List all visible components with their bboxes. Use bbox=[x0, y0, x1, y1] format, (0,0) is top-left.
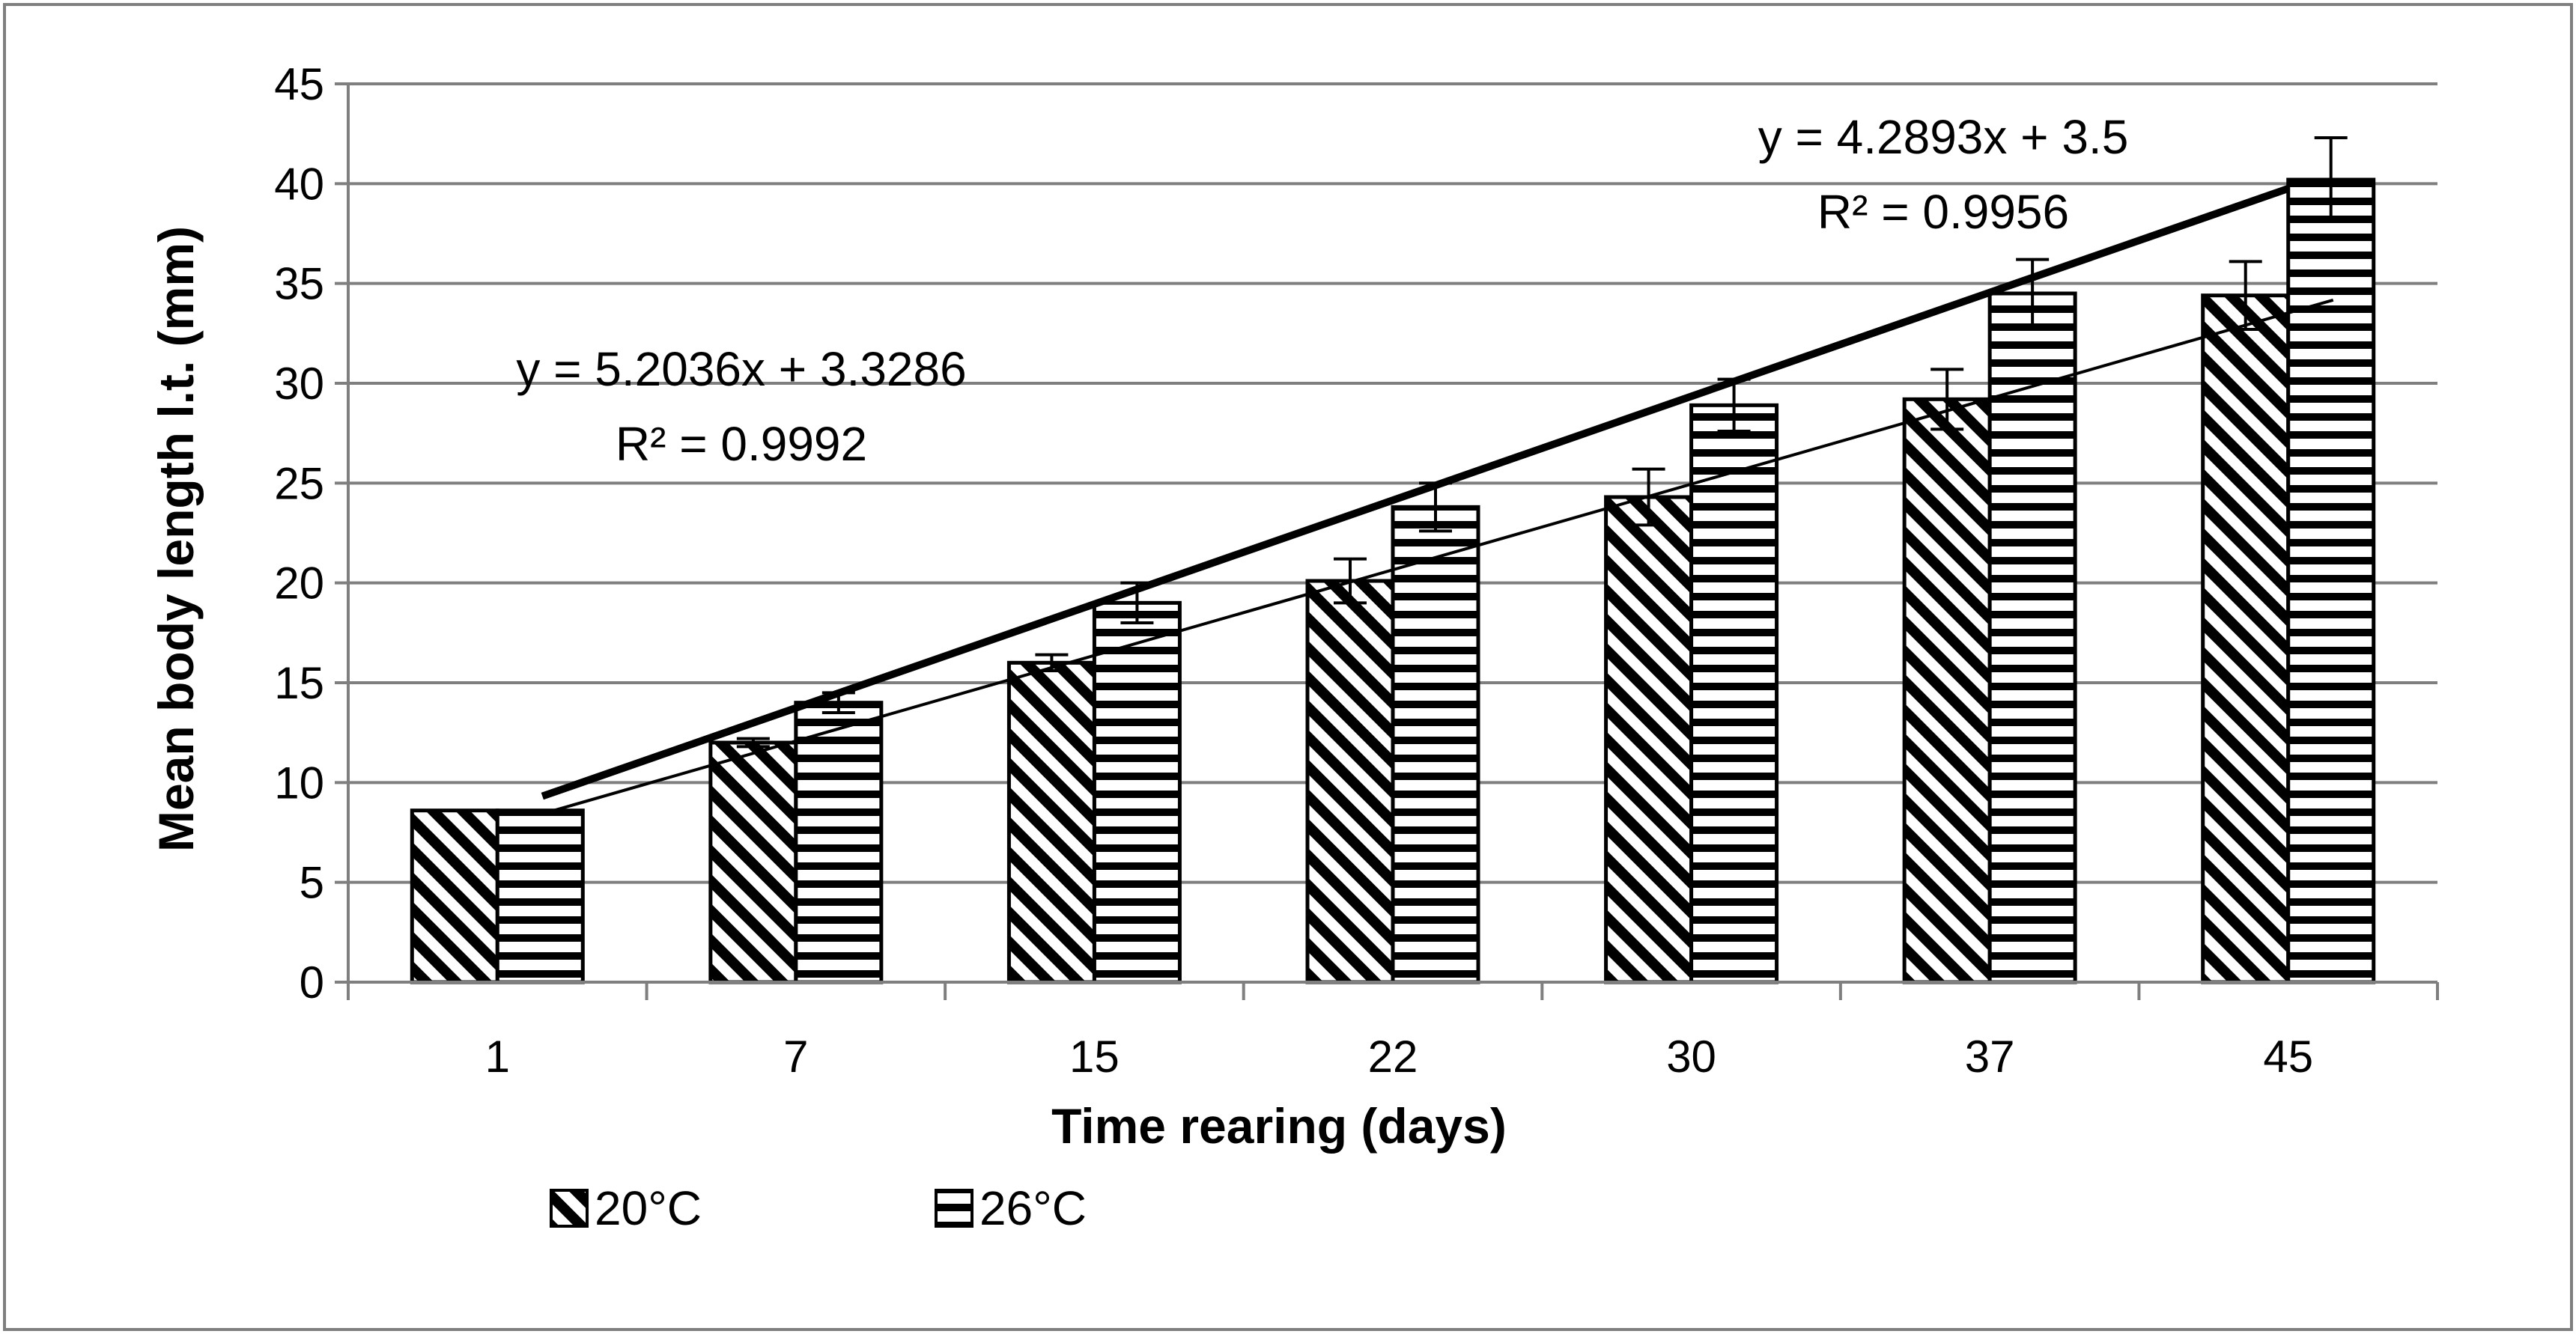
trendline-20°C bbox=[541, 185, 2290, 800]
x-tick-label: 15 bbox=[1069, 1032, 1120, 1082]
legend-swatch-26c bbox=[935, 1189, 973, 1228]
chart-frame bbox=[3, 3, 2573, 1331]
y-axis-ticks: 0 5 10 15 20 25 30 35 40 45 bbox=[274, 59, 324, 1008]
legend: 20°C 26°C bbox=[550, 1181, 1087, 1235]
bar-26°C-7 bbox=[794, 701, 884, 984]
x-axis bbox=[347, 84, 2439, 1000]
y-tick-label: 25 bbox=[274, 458, 324, 508]
x-tick-label: 37 bbox=[1965, 1032, 2015, 1082]
bar-26°C-22 bbox=[1391, 505, 1480, 984]
trendline-20c-r2: R² = 0.9992 bbox=[616, 417, 867, 471]
x-tick-label: 7 bbox=[783, 1032, 808, 1082]
y-tick-label: 20 bbox=[274, 558, 324, 609]
trendline-26c-equation: y = 4.2893x + 3.5 bbox=[1758, 110, 2129, 164]
y-tick-label: 45 bbox=[274, 59, 324, 109]
y-tick-label: 30 bbox=[274, 359, 324, 409]
bar-20°C-7 bbox=[708, 740, 798, 984]
x-axis-ticks: 1 7 15 22 30 37 45 bbox=[485, 1032, 2313, 1082]
y-axis-title: Mean body length l.t. (mm) bbox=[148, 226, 204, 852]
y-tick-label: 0 bbox=[300, 957, 324, 1008]
y-tick-label: 40 bbox=[274, 159, 324, 209]
y-tick-label: 5 bbox=[300, 858, 324, 908]
legend-swatch-20c bbox=[550, 1189, 589, 1228]
legend-label-20c: 20°C bbox=[595, 1181, 702, 1235]
bar-26°C-1 bbox=[495, 808, 585, 984]
bar-20°C-37 bbox=[1902, 397, 1992, 984]
gridlines bbox=[335, 82, 2437, 984]
bar-20°C-1 bbox=[410, 808, 499, 984]
bar-20°C-15 bbox=[1006, 660, 1096, 984]
bar-20°C-45 bbox=[2201, 293, 2291, 984]
trendline-20c-equation: y = 5.2036x + 3.3286 bbox=[516, 342, 966, 396]
trendlines bbox=[541, 185, 2334, 815]
x-tick-label: 22 bbox=[1368, 1032, 1418, 1082]
bar-20°C-30 bbox=[1604, 495, 1694, 984]
y-tick-label: 15 bbox=[274, 658, 324, 708]
bar-26°C-30 bbox=[1689, 403, 1779, 984]
y-tick-label: 10 bbox=[274, 758, 324, 808]
bar-26°C-15 bbox=[1092, 600, 1182, 984]
x-tick-label: 45 bbox=[2263, 1032, 2313, 1082]
bar-26°C-37 bbox=[1987, 291, 2077, 984]
trendline-26c-r2: R² = 0.9956 bbox=[1817, 185, 2069, 239]
bar-20°C-22 bbox=[1305, 579, 1395, 984]
y-tick-label: 35 bbox=[274, 259, 324, 309]
x-tick-label: 30 bbox=[1666, 1032, 1716, 1082]
legend-label-26c: 26°C bbox=[979, 1181, 1087, 1235]
x-tick-label: 1 bbox=[485, 1032, 510, 1082]
trendline-26°C bbox=[541, 298, 2334, 815]
x-axis-title: Time rearing (days) bbox=[1051, 1098, 1507, 1154]
